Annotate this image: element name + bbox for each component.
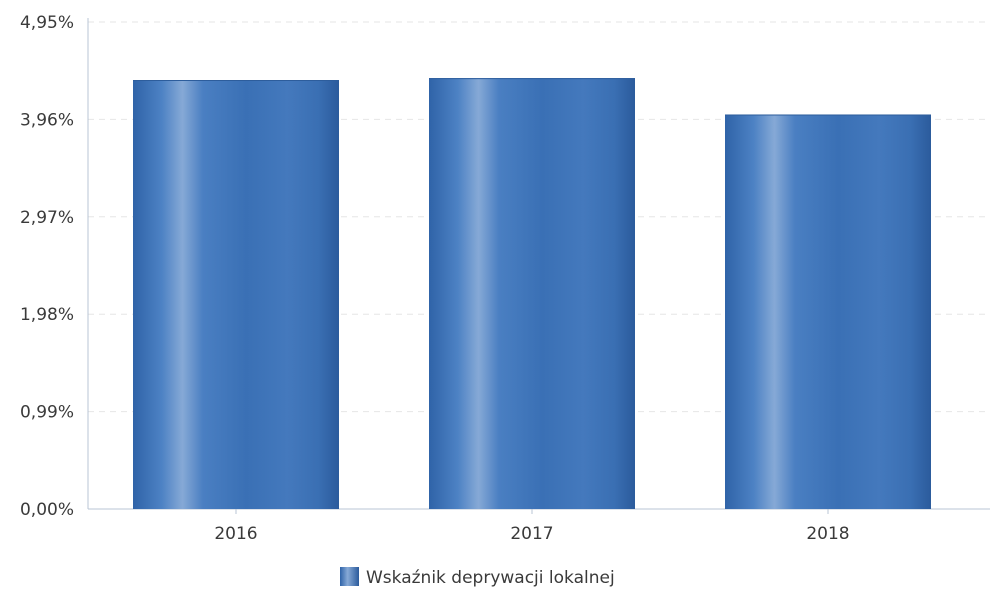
bar-2018: [725, 114, 931, 509]
legend-swatch: [340, 567, 359, 586]
y-tick-label: 2,97%: [20, 208, 74, 228]
y-tick-label: 3,96%: [20, 110, 74, 130]
bar-2017: [429, 78, 635, 509]
x-axis-tick-labels: 2016 2017 2018: [214, 524, 849, 544]
bars: [133, 78, 931, 510]
legend-label: Wskaźnik deprywacji lokalnej: [366, 568, 615, 588]
y-tick-label: 4,95%: [20, 13, 74, 33]
y-tick-label: 0,99%: [20, 403, 74, 423]
y-tick-label: 0,00%: [20, 500, 74, 520]
x-tick-label: 2016: [214, 524, 257, 544]
bar-2016: [133, 80, 339, 510]
x-tick-label: 2018: [806, 524, 849, 544]
y-tick-label: 1,98%: [20, 305, 74, 325]
x-tick-label: 2017: [510, 524, 553, 544]
y-axis-tick-labels: 0,00% 0,99% 1,98% 2,97% 3,96% 4,95%: [20, 13, 74, 520]
legend: Wskaźnik deprywacji lokalnej: [340, 567, 615, 588]
